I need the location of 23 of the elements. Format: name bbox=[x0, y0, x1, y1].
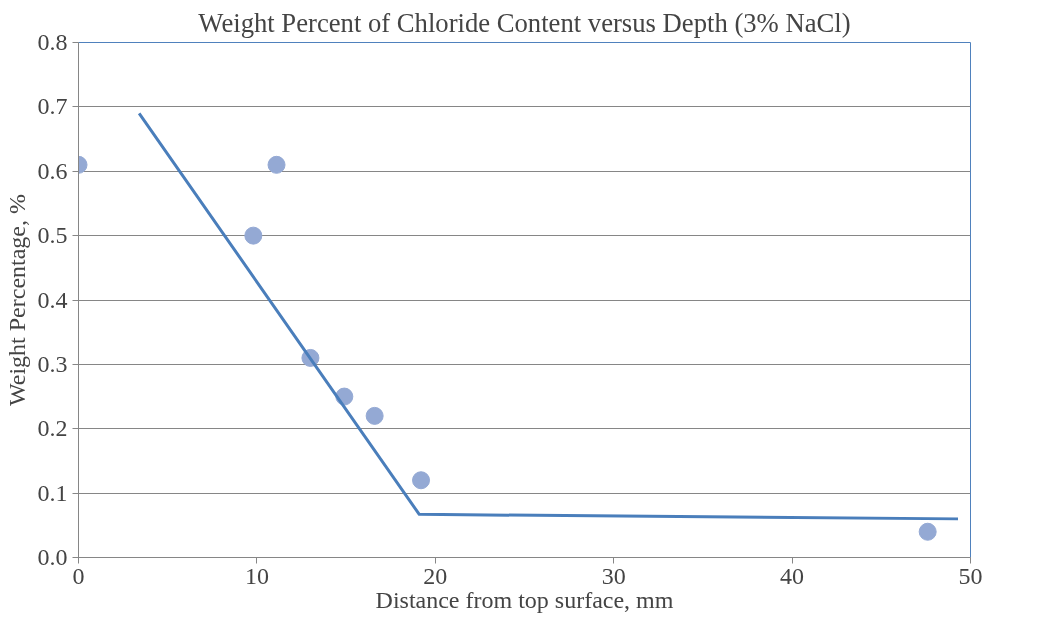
x-tick-label: 30 bbox=[601, 562, 626, 589]
point bbox=[365, 406, 384, 425]
point bbox=[412, 471, 431, 490]
y-tick-label: 0.7 bbox=[37, 93, 68, 120]
y-tick-label: 0.0 bbox=[37, 544, 68, 570]
point bbox=[918, 522, 937, 541]
y-tick-label: 0.1 bbox=[37, 479, 68, 506]
chart-title: Weight Percent of Chloride Content versus Depth (3% NaCl) bbox=[198, 7, 851, 38]
y-tick-label: 0.8 bbox=[37, 29, 68, 55]
x-tick-label: 20 bbox=[423, 562, 448, 589]
y-tick-label: 0.2 bbox=[37, 415, 68, 442]
x-tick-label: 50 bbox=[958, 562, 983, 589]
y-tick-label: 0.3 bbox=[37, 350, 68, 377]
point bbox=[267, 155, 286, 174]
x-tick-label: 40 bbox=[780, 562, 805, 589]
point bbox=[244, 226, 263, 245]
x-tick-label: 10 bbox=[244, 562, 269, 589]
y-tick-label: 0.6 bbox=[37, 157, 68, 184]
x-tick-label: 0 bbox=[72, 562, 85, 589]
y-tick-label: 0.5 bbox=[37, 222, 68, 249]
y-axis-title: Weight Percentage, % bbox=[3, 194, 30, 406]
x-axis-title: Distance from top surface, mm bbox=[375, 586, 674, 613]
y-tick-label: 0.4 bbox=[37, 286, 68, 313]
